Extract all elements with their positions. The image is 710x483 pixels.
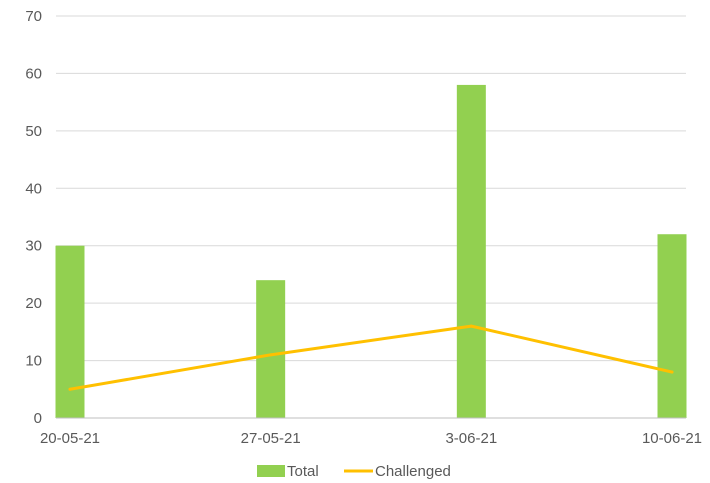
line-challenged [68,324,674,391]
y-tick-label: 10 [25,353,42,370]
line-point-challenged [269,353,273,357]
legend: Total Challenged [257,463,451,480]
bar-total [456,84,486,419]
bar-total [55,245,85,418]
x-tick-label: 10-06-21 [642,430,702,447]
gridlines [56,15,686,362]
y-tick-label: 40 [25,180,42,197]
x-tick-label: 20-05-21 [40,430,100,447]
line-point-challenged [670,370,674,374]
bar-total [657,234,687,418]
x-tick-label: 3-06-21 [445,430,497,447]
bar-series [55,84,687,419]
line-point-challenged [469,324,473,328]
y-tick-label: 0 [34,410,42,427]
line-series [68,324,674,391]
bar-total [256,280,286,418]
y-axis-ticks: 0 10 20 30 40 50 60 70 [25,8,42,427]
y-tick-label: 60 [25,65,42,82]
legend-label-challenged: Challenged [375,463,451,480]
y-tick-label: 30 [25,238,42,255]
x-tick-label: 27-05-21 [241,430,301,447]
y-tick-label: 20 [25,295,42,312]
line-point-challenged [68,387,72,391]
x-axis-ticks: 20-05-21 27-05-21 3-06-21 10-06-21 [40,430,702,447]
y-tick-label: 70 [25,8,42,25]
legend-label-total: Total [287,463,319,480]
legend-swatch-total [257,465,285,477]
y-tick-label: 50 [25,123,42,140]
